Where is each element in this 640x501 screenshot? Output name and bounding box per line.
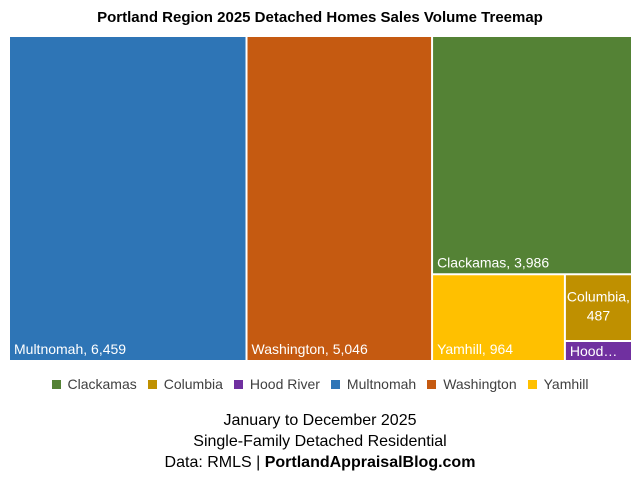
legend-swatch-hood-river: [233, 379, 243, 389]
legend-item-clackamas: Clackamas: [51, 376, 137, 392]
legend-label-multnomah: Multnomah: [346, 376, 417, 392]
legend-swatch-washington: [427, 379, 437, 389]
chart-legend: Clackamas Columbia Hood River Multnomah Wash…: [0, 374, 640, 394]
footer-source: Data: RMLS | PortlandAppraisalBlog.com: [0, 452, 640, 473]
chart-footer: January to December 2025 Single-Family D…: [0, 410, 640, 473]
legend-swatch-columbia: [147, 379, 157, 389]
legend-label-columbia: Columbia: [163, 376, 223, 392]
legend-swatch-yamhill: [527, 379, 537, 389]
legend-swatch-multnomah: [330, 379, 340, 389]
legend-label-washington: Washington: [443, 376, 517, 392]
legend-item-columbia: Columbia: [147, 376, 223, 392]
legend-label-hood-river: Hood River: [249, 376, 320, 392]
legend-item-multnomah: Multnomah: [330, 376, 417, 392]
treemap-label-clackamas: Clackamas, 3,986: [437, 254, 549, 270]
treemap-tile-clackamas: [433, 37, 631, 274]
legend-item-washington: Washington: [427, 376, 517, 392]
treemap-tile-hood-river: [565, 342, 631, 360]
treemap-label-hood-river: Hood…: [570, 343, 617, 359]
footer-source-prefix: Data: RMLS |: [164, 454, 265, 471]
treemap-tile-columbia: [565, 275, 631, 340]
legend-label-yamhill: Yamhill: [543, 376, 589, 392]
chart-title: Portland Region 2025 Detached Homes Sale…: [97, 9, 543, 26]
legend-item-yamhill: Yamhill: [527, 376, 589, 392]
legend-swatch-clackamas: [51, 379, 61, 389]
treemap-chart: Multnomah, 6,459 Washington, 5,046 Clackam…: [10, 37, 631, 360]
footer-source-site: PortlandAppraisalBlog.com: [264, 454, 476, 471]
treemap-label-multnomah: Multnomah, 6,459: [14, 341, 126, 357]
treemap-tile-multnomah: [10, 37, 246, 360]
treemap-tile-washington: [247, 37, 432, 360]
treemap-label-washington: Washington, 5,046: [252, 341, 368, 357]
treemap-label-columbia: Columbia, 487: [567, 288, 630, 323]
footer-property-type: Single-Family Detached Residential: [193, 433, 447, 450]
legend-label-clackamas: Clackamas: [67, 376, 137, 392]
legend-item-hood-river: Hood River: [233, 376, 320, 392]
footer-date-range: January to December 2025: [223, 412, 417, 429]
treemap-tile-yamhill: [433, 275, 564, 360]
treemap-label-yamhill: Yamhill, 964: [437, 341, 513, 357]
